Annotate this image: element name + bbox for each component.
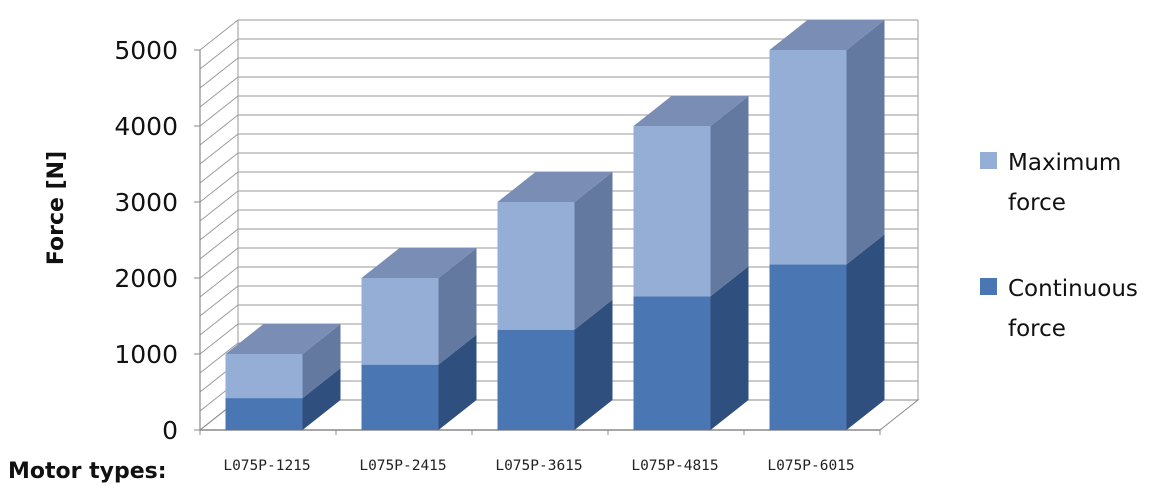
y-tick-label: 5000 [114,36,178,65]
legend: Maximum force Continuous force [980,150,1138,342]
x-tick-label: L075P-1215 [223,458,310,474]
bar-maximum-1-top [225,324,341,354]
x-tick-labels: L075P-1215 L075P-2415 L075P-3615 L075P-4815… [223,458,854,474]
bar-continuous-1-side [302,368,341,430]
y-axis-title: Force [N] [44,151,69,265]
side-wall-gridline [199,342,239,374]
bar-maximum-1-side [302,324,341,399]
bar-maximum-5-top [769,20,885,50]
legend-label-continuous-line1: Continuous [1008,276,1138,302]
side-wall-gridline [199,247,239,279]
side-wall-gridline [199,133,239,165]
bar-continuous-5-side [846,234,885,430]
bar-continuous-4-front [633,296,711,430]
bar-continuous-2-front [361,364,439,430]
side-wall-gridline [199,38,239,70]
bar-maximum-5-side [846,20,885,265]
bar-maximum-4-side [710,96,749,297]
bars [225,20,885,430]
side-wall-gridline [199,19,239,51]
bar-continuous-5-front [769,264,847,430]
legend-swatch-maximum [980,152,997,169]
bar-maximum-5-front [769,50,847,265]
x-tick-label: L075P-4815 [631,458,718,474]
side-wall-gridline [199,57,239,89]
legend-label-continuous-line2: force [1008,316,1066,342]
legend-swatch-continuous [980,278,997,295]
legend-label-maximum-line1: Maximum [1008,150,1121,176]
side-wall-gridline [199,266,239,298]
bar-continuous-2-side [438,334,477,430]
bar-continuous-1-front [225,398,303,430]
bar-continuous-4-side [710,266,749,430]
side-wall-gridline [199,323,239,355]
bar-maximum-2-front [361,278,439,365]
y-tick-label: 0 [162,416,178,445]
x-tick-label: L075P-3615 [495,458,582,474]
y-tick-label: 1000 [114,340,178,369]
bar-maximum-4-top [633,96,749,126]
side-wall-gridline [199,95,239,127]
side-wall-gridline [199,171,239,203]
bar-maximum-4-front [633,126,711,297]
side-wall-gridline [199,285,239,317]
side-wall-gridline [199,114,239,146]
side-wall-gridline [199,209,239,241]
y-tick-label: 3000 [114,188,178,217]
x-tick-label: L075P-6015 [767,458,854,474]
bar-maximum-2-top [361,248,477,278]
side-wall-gridline [199,76,239,108]
bar-maximum-3-side [574,172,613,330]
bar-continuous-3-side [574,299,613,430]
side-wall-gridline [199,190,239,222]
y-tick-label: 4000 [114,112,178,141]
x-axis-title: Motor types: [8,459,167,484]
bar-maximum-1-front [225,354,303,399]
side-wall-gridline [199,152,239,184]
y-tick-label: 2000 [114,264,178,293]
side-wall-gridline [199,228,239,260]
y-tick-labels: 0 1000 2000 3000 4000 5000 [114,36,178,445]
bar-continuous-3-front [497,329,575,430]
bar-maximum-2-side [438,248,477,365]
x-tick-label: L075P-2415 [359,458,446,474]
bar-maximum-3-front [497,202,575,330]
side-wall-gridline [199,304,239,336]
legend-label-maximum-line2: force [1008,190,1066,216]
bar-maximum-3-top [497,172,613,202]
